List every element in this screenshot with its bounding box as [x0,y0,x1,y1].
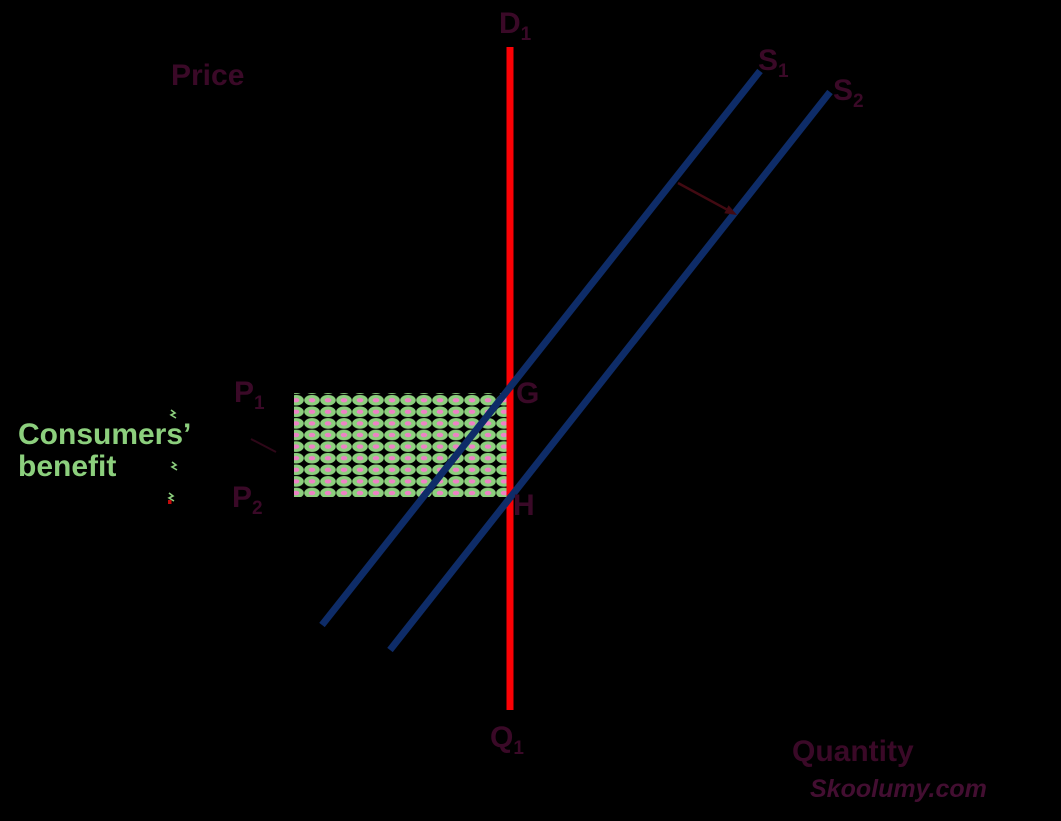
consumers-benefit-region [294,393,510,497]
supply-curve-s2 [387,89,833,653]
supply1-curve-label: S1 [758,45,789,82]
supply-shift-arrow-head [724,205,737,215]
consumers-benefit-label: Consumers’ benefit [18,419,191,482]
demand-curve-label: D1 [499,8,531,45]
quantity-q1-label-base: Q [490,721,514,754]
artifact-mark-green-1 [169,409,177,419]
price-p1-label-base: P [234,376,255,409]
benefit-leader-line [250,438,277,453]
price-p1-label: P1 [234,377,265,414]
supply2-curve-label-sub: 2 [853,91,864,112]
point-g-label: G [516,377,540,410]
artifact-mark-green-3 [167,492,175,502]
supply2-curve-label: S2 [833,75,864,112]
watermark-text: Skoolumy.com [810,775,987,803]
price-p2-label: P2 [232,482,263,519]
quantity-axis-label: Quantity [792,735,914,768]
consumers-benefit-label-line2: benefit [18,449,117,483]
supply-curve-s1 [319,68,763,628]
quantity-q1-label-sub: 1 [513,738,524,759]
point-h-label: H [513,489,535,522]
price-p2-label-sub: 2 [252,498,263,519]
price-p1-label-sub: 1 [254,393,265,414]
supply1-curve-label-sub: 1 [778,61,789,82]
supply2-curve-label-base: S [833,74,854,107]
supply-shift-arrow-shaft [677,181,728,211]
supply1-curve-label-base: S [758,44,779,77]
consumers-benefit-label-line1: Consumers’ [18,418,192,451]
price-p2-label-base: P [232,481,253,514]
demand-curve-label-sub: 1 [520,24,532,45]
price-axis-label: Price [171,59,245,92]
artifact-mark-green-2 [170,461,178,471]
quantity-q1-label: Q1 [490,722,524,759]
artifact-mark-red [168,500,172,504]
demand-curve-label-base: D [499,7,521,40]
supply-shift-arrow [677,181,737,215]
